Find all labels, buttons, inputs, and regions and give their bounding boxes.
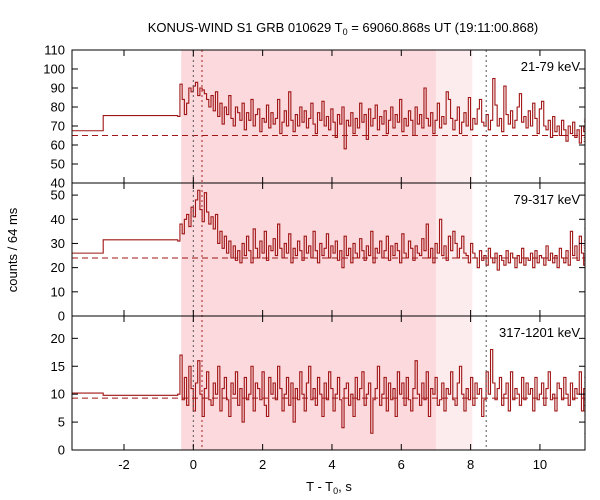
panel-2-curve-group (72, 348, 585, 434)
x-tick-label: 6 (398, 457, 405, 472)
panel-1-y-tick-label: 0 (58, 309, 65, 324)
panel-0-y-tick-label: 80 (51, 100, 65, 115)
panel-2-y-tick-label: 20 (51, 331, 65, 346)
x-tick-label: 10 (533, 457, 547, 472)
panel-2-y-tick-label: 10 (51, 387, 65, 402)
panel-1-lightcurve (72, 189, 585, 271)
chart-title-main: KONUS-WIND S1 GRB 010629 T (148, 20, 343, 35)
panel-1-curve-group (72, 189, 585, 271)
panel-2-y-tick-label: 5 (58, 415, 65, 430)
x-tick-label: 8 (467, 457, 474, 472)
panel-1-energy-band-label: 79-317 keV (514, 192, 581, 207)
x-axis-label-main: T - T (306, 479, 333, 494)
panel-0-y-tick-label: 50 (51, 157, 65, 172)
panel-0-y-tick-label: 100 (43, 62, 65, 77)
x-axis-label-subscript: 0 (333, 486, 338, 496)
panel-2-lightcurve (72, 348, 585, 434)
y-axis-label: counts / 64 ms (5, 207, 20, 292)
x-axis-label-rest: , s (338, 479, 352, 494)
panel-1-y-tick-label: 50 (51, 188, 65, 203)
panel-1-y-tick-label: 30 (51, 236, 65, 251)
panel-1-y-tick-label: 10 (51, 284, 65, 299)
panel-0-lightcurve (72, 77, 585, 150)
x-tick-label: -2 (118, 457, 130, 472)
panel-0-y-tick-label: 110 (44, 43, 65, 58)
x-tick-label: 0 (190, 457, 197, 472)
chart-title: KONUS-WIND S1 GRB 010629 T0 = 69060.868s… (148, 20, 539, 37)
panel-0-y-tick-label: 60 (51, 138, 65, 153)
panel-1-y-tick-label: 20 (51, 260, 65, 275)
panel-0-energy-band-label: 21-79 keV (521, 59, 581, 74)
panel-2-y-tick-label: 15 (51, 359, 65, 374)
x-tick-label: 4 (328, 457, 335, 472)
chart-title-rest: = 69060.868s UT (19:11:00.868) (348, 20, 539, 35)
panel-2-energy-band-label: 317-1201 keV (499, 325, 580, 340)
panel-1-y-tick-label: 40 (51, 212, 65, 227)
panel-2-frame (71, 315, 586, 451)
x-tick-label: 2 (259, 457, 266, 472)
x-axis-label: T - T0, s (306, 479, 352, 496)
panel-0-y-tick-label: 70 (51, 119, 65, 134)
panel-2-y-tick-label: 0 (58, 443, 65, 458)
panel-0-curve-group (72, 77, 585, 150)
panel-0-y-tick-label: 40 (51, 176, 65, 191)
panel-0-y-tick-label: 90 (51, 81, 65, 96)
chart-title-subscript: 0 (343, 27, 348, 37)
